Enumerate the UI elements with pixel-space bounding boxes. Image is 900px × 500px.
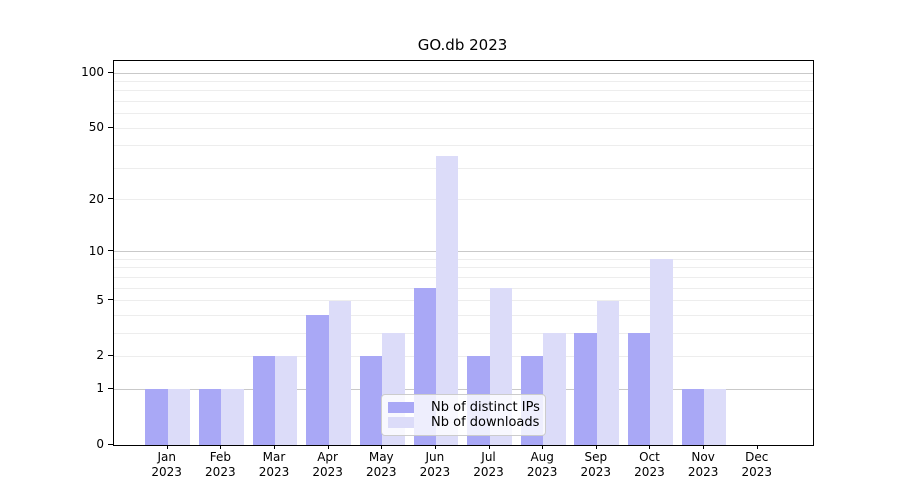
gridline (114, 251, 813, 253)
distinct-ips-swatch-icon (388, 402, 414, 413)
y-tick-label-100: 100 (81, 65, 104, 80)
x-tick-label-jun: Jun 2023 (419, 450, 451, 479)
x-tick-label-dec: Dec 2023 (741, 450, 772, 479)
x-tick-mark (220, 445, 222, 449)
gridline (114, 167, 813, 169)
bar-ips-nov (681, 389, 705, 445)
x-tick-mark (703, 445, 705, 449)
x-tick-mark (542, 445, 544, 449)
bar-downloads-jun (435, 156, 459, 445)
y-tick-label-50: 50 (88, 120, 104, 135)
gridline (114, 287, 813, 289)
y-tick-mark (108, 126, 113, 128)
x-tick-label-jul: Jul 2023 (473, 450, 504, 479)
x-tick-label-oct: Oct 2023 (634, 450, 665, 479)
gridline (114, 199, 813, 201)
bar-downloads-mar (274, 356, 298, 445)
bar-downloads-apr (328, 300, 351, 445)
x-tick-label-nov: Nov 2023 (687, 450, 719, 479)
gridline (114, 258, 813, 260)
gridline (114, 145, 813, 147)
y-tick-mark (108, 354, 113, 356)
y-tick-mark (108, 299, 113, 301)
legend-label-distinct-ips: Nb of distinct IPs (431, 400, 540, 415)
x-tick-mark (488, 445, 490, 449)
x-tick-mark (434, 445, 436, 449)
bar-downloads-feb (221, 389, 244, 445)
bar-ips-jan (145, 389, 168, 445)
x-tick-mark (327, 445, 329, 449)
gridline (114, 314, 813, 316)
y-tick-label-1: 1 (96, 381, 104, 396)
gridline (114, 80, 813, 82)
legend: Nb of distinct IPs Nb of downloads (381, 394, 546, 436)
bar-downloads-nov (704, 389, 727, 445)
bar-ips-sep (574, 333, 597, 445)
chart-title: GO.db 2023 (417, 36, 508, 54)
legend-item-downloads: Nb of downloads (388, 415, 540, 430)
bar-ips-mar (252, 356, 275, 445)
y-tick-mark (108, 250, 113, 252)
y-tick-mark (108, 198, 113, 200)
gridline (114, 72, 813, 74)
legend-label-downloads: Nb of downloads (431, 415, 540, 430)
gridline (114, 355, 813, 357)
gridline (114, 113, 813, 115)
bar-downloads-oct (650, 259, 673, 445)
x-tick-mark (595, 445, 597, 449)
gridline (114, 127, 813, 129)
gridline (114, 388, 813, 390)
y-tick-mark (108, 387, 113, 389)
plot-area: Nb of distinct IPs Nb of downloads (113, 60, 814, 446)
x-tick-label-jan: Jan 2023 (151, 450, 182, 479)
bar-ips-apr (306, 315, 329, 445)
gridline (114, 276, 813, 278)
x-tick-label-aug: Aug 2023 (526, 450, 558, 479)
x-tick-label-apr: Apr 2023 (312, 450, 343, 479)
bar-ips-feb (198, 389, 222, 445)
bar-downloads-jan (167, 389, 191, 445)
gridline (114, 100, 813, 102)
y-tick-label-2: 2 (96, 348, 104, 363)
downloads-swatch-icon (388, 417, 414, 428)
bar-ips-may (359, 356, 383, 445)
bar-ips-oct (628, 333, 651, 445)
y-tick-mark (108, 443, 113, 445)
gridline (114, 267, 813, 269)
x-tick-label-sep: Sep 2023 (580, 450, 612, 479)
x-tick-mark (273, 445, 275, 449)
gridline (114, 300, 813, 302)
y-tick-label-10: 10 (88, 243, 104, 258)
y-tick-label-0: 0 (96, 437, 104, 451)
x-tick-mark (756, 445, 758, 449)
x-tick-label-may: May 2023 (365, 450, 397, 479)
bar-downloads-sep (596, 300, 620, 445)
legend-item-distinct-ips: Nb of distinct IPs (388, 400, 540, 415)
gridline (114, 332, 813, 334)
x-tick-mark (381, 445, 383, 449)
y-tick-mark (108, 71, 113, 73)
x-tick-mark (166, 445, 168, 449)
gridline (114, 90, 813, 92)
x-tick-mark (649, 445, 651, 449)
y-tick-label-20: 20 (88, 191, 104, 206)
x-tick-label-feb: Feb 2023 (205, 450, 236, 479)
y-tick-label-5: 5 (96, 292, 104, 307)
bar-downloads-aug (543, 333, 566, 445)
x-tick-label-mar: Mar 2023 (258, 450, 290, 479)
